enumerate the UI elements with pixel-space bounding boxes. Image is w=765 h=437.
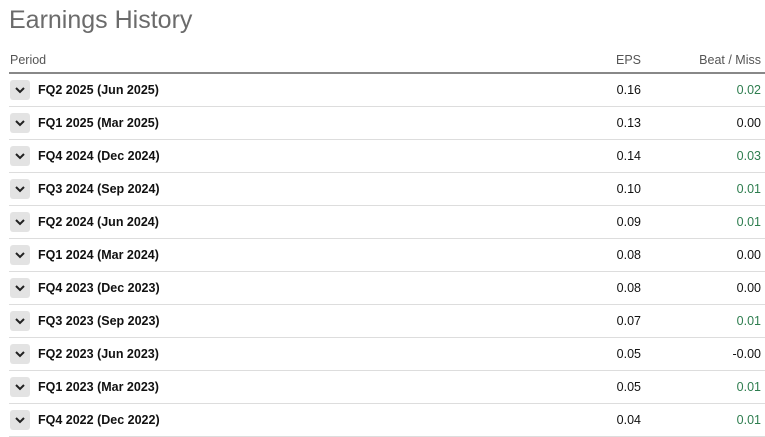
- eps-value: 0.08: [616, 281, 641, 295]
- beat-miss-value: 0.01: [736, 215, 761, 229]
- eps-value: 0.16: [616, 83, 641, 97]
- table-row: FQ1 2023 (Mar 2023) 0.05 0.01: [9, 371, 765, 404]
- period-label: FQ1 2023 (Mar 2023): [38, 380, 159, 394]
- period-label: FQ4 2023 (Dec 2023): [38, 281, 160, 295]
- beat-miss-value: 0.00: [736, 281, 761, 295]
- expand-row-button[interactable]: [10, 410, 30, 430]
- period-label: FQ2 2023 (Jun 2023): [38, 347, 159, 361]
- expand-row-button[interactable]: [10, 344, 30, 364]
- column-header-period: Period: [10, 53, 47, 67]
- chevron-down-icon: [15, 87, 25, 94]
- eps-value: 0.10: [616, 182, 641, 196]
- table-row: FQ3 2023 (Sep 2023) 0.07 0.01: [9, 305, 765, 338]
- expand-row-button[interactable]: [10, 311, 30, 331]
- beat-miss-value: 0.01: [736, 314, 761, 328]
- table-row: FQ1 2025 (Mar 2025) 0.13 0.00: [9, 107, 765, 140]
- period-label: FQ3 2023 (Sep 2023): [38, 314, 160, 328]
- column-header-eps: EPS: [615, 53, 641, 67]
- chevron-down-icon: [15, 384, 25, 391]
- table-row: FQ2 2024 (Jun 2024) 0.09 0.01: [9, 206, 765, 239]
- eps-value: 0.08: [616, 248, 641, 262]
- beat-miss-value: 0.01: [736, 380, 761, 394]
- beat-miss-value: 0.01: [736, 182, 761, 196]
- expand-row-button[interactable]: [10, 245, 30, 265]
- expand-row-button[interactable]: [10, 146, 30, 166]
- expand-row-button[interactable]: [10, 179, 30, 199]
- table-header: Period EPS Beat / Miss: [9, 52, 765, 74]
- period-label: FQ2 2025 (Jun 2025): [38, 83, 159, 97]
- chevron-down-icon: [15, 417, 25, 424]
- chevron-down-icon: [15, 219, 25, 226]
- eps-value: 0.05: [616, 380, 641, 394]
- table-row: FQ2 2025 (Jun 2025) 0.16 0.02: [9, 74, 765, 107]
- chevron-down-icon: [15, 120, 25, 127]
- column-header-beat-miss: Beat / Miss: [699, 53, 761, 67]
- expand-row-button[interactable]: [10, 80, 30, 100]
- expand-row-button[interactable]: [10, 377, 30, 397]
- eps-value: 0.09: [616, 215, 641, 229]
- beat-miss-value: 0.03: [736, 149, 761, 163]
- period-label: FQ2 2024 (Jun 2024): [38, 215, 159, 229]
- beat-miss-value: 0.00: [736, 116, 761, 130]
- period-label: FQ1 2025 (Mar 2025): [38, 116, 159, 130]
- beat-miss-value: 0.01: [736, 413, 761, 427]
- period-label: FQ4 2022 (Dec 2022): [38, 413, 160, 427]
- table-row: FQ1 2024 (Mar 2024) 0.08 0.00: [9, 239, 765, 272]
- period-label: FQ1 2024 (Mar 2024): [38, 248, 159, 262]
- eps-value: 0.13: [616, 116, 641, 130]
- chevron-down-icon: [15, 318, 25, 325]
- chevron-down-icon: [15, 153, 25, 160]
- table-row: FQ3 2024 (Sep 2024) 0.10 0.01: [9, 173, 765, 206]
- expand-row-button[interactable]: [10, 113, 30, 133]
- period-label: FQ3 2024 (Sep 2024): [38, 182, 160, 196]
- chevron-down-icon: [15, 351, 25, 358]
- table-row: FQ4 2023 (Dec 2023) 0.08 0.00: [9, 272, 765, 305]
- table-row: FQ2 2023 (Jun 2023) 0.05 -0.00: [9, 338, 765, 371]
- expand-row-button[interactable]: [10, 278, 30, 298]
- table-row: FQ4 2022 (Dec 2022) 0.04 0.01: [9, 404, 765, 437]
- chevron-down-icon: [15, 285, 25, 292]
- beat-miss-value: 0.00: [736, 248, 761, 262]
- beat-miss-value: 0.02: [736, 83, 761, 97]
- chevron-down-icon: [15, 252, 25, 259]
- beat-miss-value: -0.00: [732, 347, 762, 361]
- page-title: Earnings History: [9, 6, 193, 34]
- eps-value: 0.07: [616, 314, 641, 328]
- table-row: FQ4 2024 (Dec 2024) 0.14 0.03: [9, 140, 765, 173]
- eps-value: 0.14: [616, 149, 641, 163]
- chevron-down-icon: [15, 186, 25, 193]
- eps-value: 0.04: [616, 413, 641, 427]
- period-label: FQ4 2024 (Dec 2024): [38, 149, 160, 163]
- expand-row-button[interactable]: [10, 212, 30, 232]
- eps-value: 0.05: [616, 347, 641, 361]
- earnings-table: FQ2 2025 (Jun 2025) 0.16 0.02 FQ1 2025 (…: [9, 74, 765, 437]
